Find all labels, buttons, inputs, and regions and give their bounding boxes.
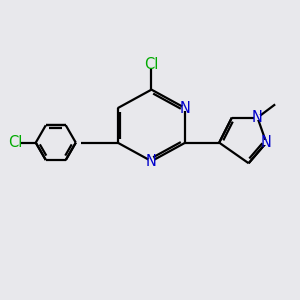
FancyBboxPatch shape bbox=[11, 140, 20, 146]
FancyBboxPatch shape bbox=[182, 106, 189, 111]
FancyBboxPatch shape bbox=[263, 140, 269, 145]
Text: N: N bbox=[261, 135, 272, 150]
FancyBboxPatch shape bbox=[254, 115, 261, 120]
Text: N: N bbox=[180, 101, 191, 116]
Text: N: N bbox=[146, 154, 157, 169]
Text: Cl: Cl bbox=[8, 135, 22, 150]
FancyBboxPatch shape bbox=[147, 62, 156, 68]
Text: N: N bbox=[252, 110, 263, 125]
FancyBboxPatch shape bbox=[148, 158, 155, 164]
Text: Cl: Cl bbox=[144, 57, 159, 72]
